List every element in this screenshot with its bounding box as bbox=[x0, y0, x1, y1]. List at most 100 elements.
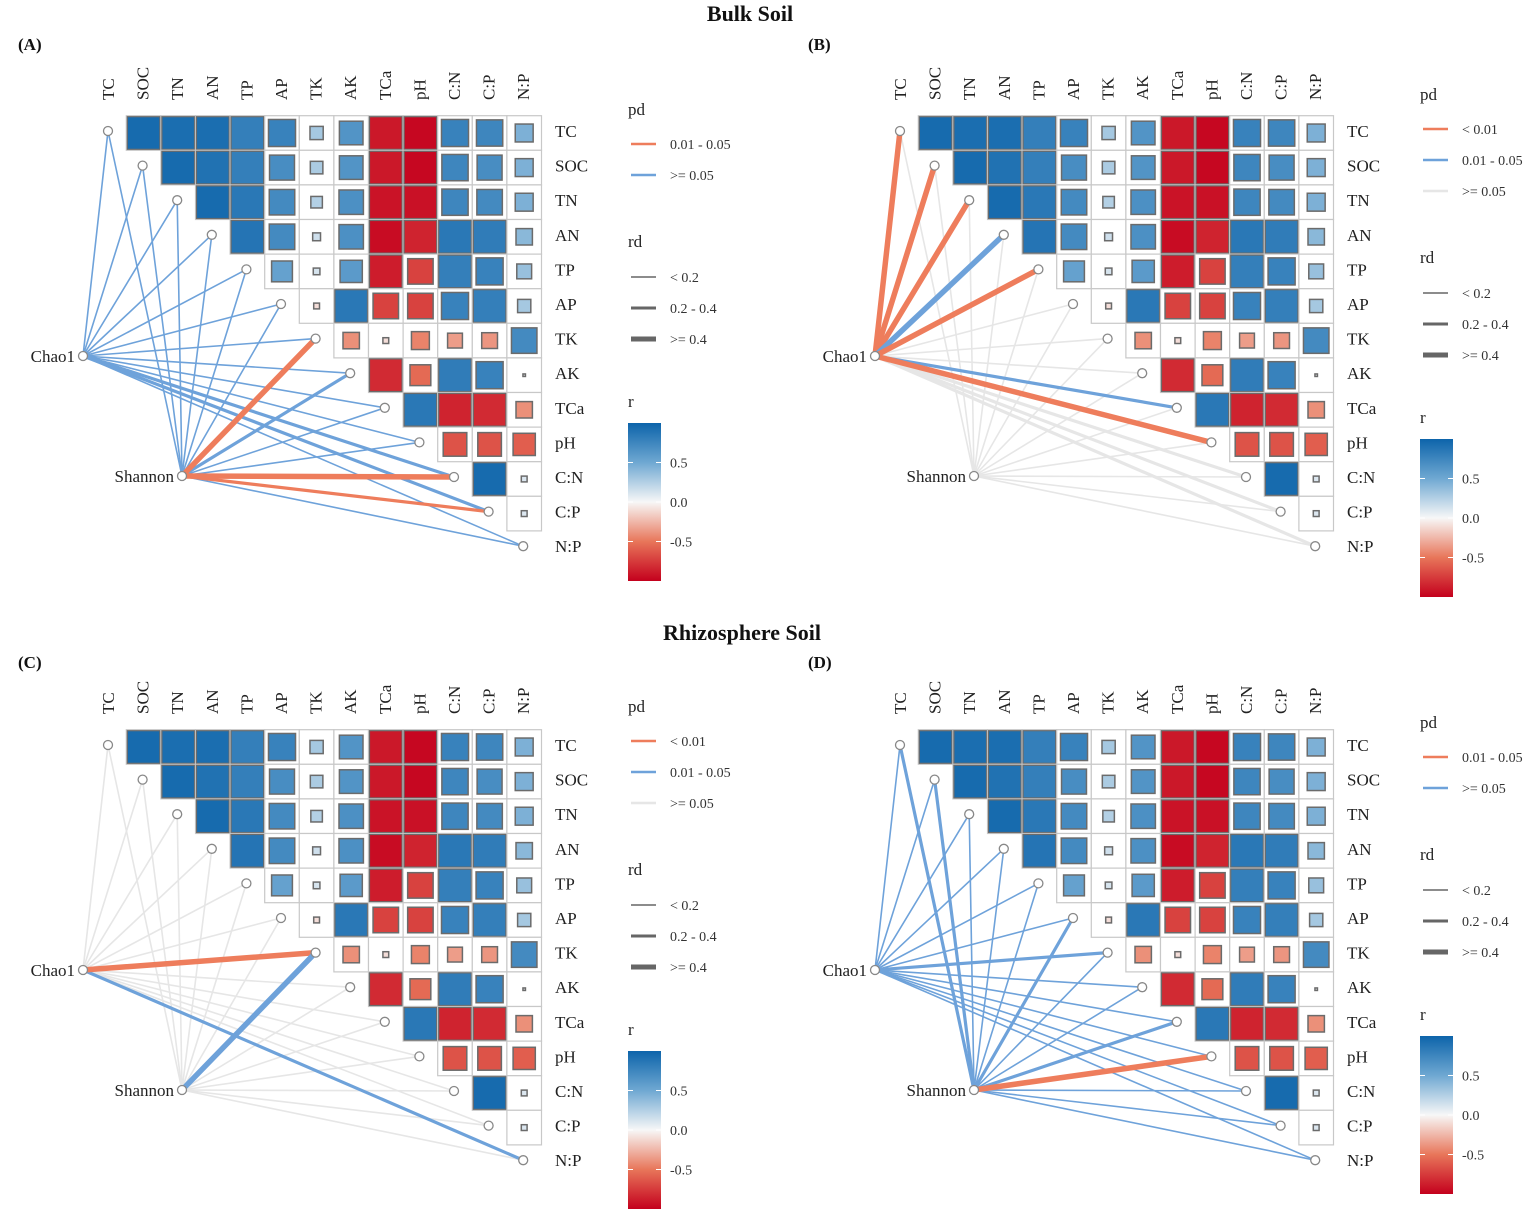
cell-ap-ak bbox=[334, 289, 369, 323]
heatmap bbox=[917, 729, 1335, 1146]
variable-node bbox=[998, 843, 1009, 854]
row-label: TP bbox=[1347, 874, 1367, 893]
row-label: N:P bbox=[1347, 537, 1373, 556]
cell-an-tca bbox=[1160, 833, 1195, 868]
cell-tc-np bbox=[514, 737, 534, 757]
cell-soc-ak bbox=[338, 769, 364, 795]
link-shannon-ph bbox=[973, 441, 1213, 477]
cell-cp-np bbox=[520, 509, 528, 518]
row-label: pH bbox=[1347, 1047, 1368, 1066]
node-label-shannon: Shannon bbox=[907, 1081, 967, 1100]
cell-tk-cp bbox=[1272, 945, 1291, 964]
cell-cn-np bbox=[1312, 475, 1320, 483]
panel-0: (A) TC TC SOC SOC TN TN AN AN TP TP AP AP TK TK AK AK TCa… bbox=[18, 35, 731, 581]
legend: pd 0.01 - 0.05 >= 0.05 rd < 0.2 0.2 - 0.4 >= 0… bbox=[628, 100, 731, 581]
cell-tc-ap bbox=[267, 732, 297, 762]
cell-ak-np bbox=[522, 987, 527, 992]
column-label: N:P bbox=[1306, 74, 1325, 100]
cell-an-cn bbox=[1230, 833, 1264, 868]
cell-soc-tp bbox=[230, 764, 265, 799]
pd-legend-item: >= 0.05 bbox=[670, 169, 714, 184]
cell-tc-ap bbox=[1059, 118, 1089, 148]
variable-node bbox=[518, 541, 529, 552]
cell-soc-cn bbox=[1233, 153, 1261, 182]
variable-node bbox=[1206, 1051, 1217, 1062]
cell-tc-tca bbox=[1160, 116, 1195, 150]
cell-ap-ph bbox=[406, 906, 434, 934]
cell-tk-tca bbox=[382, 336, 390, 345]
cell-tp-tca bbox=[1160, 868, 1195, 903]
column-label: TCa bbox=[376, 70, 395, 100]
column-label: AN bbox=[995, 689, 1014, 714]
column-label: AN bbox=[995, 75, 1014, 100]
cell-tc-ph bbox=[1195, 116, 1230, 150]
r-legend-title: r bbox=[628, 392, 634, 411]
column-label: TCa bbox=[1168, 70, 1187, 100]
link-chao1-soc bbox=[82, 778, 144, 971]
link-shannon-tca bbox=[181, 406, 386, 477]
cell-an-tp bbox=[230, 833, 265, 868]
cell-an-ak bbox=[1130, 837, 1157, 864]
cell-soc-ph bbox=[1195, 764, 1230, 799]
cell-ap-cn bbox=[440, 905, 470, 935]
variable-node bbox=[241, 878, 252, 889]
rd-legend-item: >= 0.4 bbox=[670, 961, 707, 976]
pd-legend-item: >= 0.05 bbox=[670, 797, 714, 812]
cell-soc-an bbox=[195, 150, 230, 185]
cell-soc-tp bbox=[1022, 764, 1057, 799]
cell-tk-cn bbox=[1238, 332, 1256, 349]
cell-tn-ph bbox=[1195, 185, 1230, 220]
variable-node bbox=[1275, 506, 1286, 517]
link-shannon-soc bbox=[141, 778, 183, 1091]
link-shannon-an bbox=[181, 847, 213, 1091]
column-label: C:P bbox=[1272, 688, 1291, 714]
cell-ph-cn bbox=[1234, 431, 1260, 457]
cell-ap-cp bbox=[472, 289, 507, 323]
cell-soc-tca bbox=[368, 764, 403, 799]
row-label: AP bbox=[555, 295, 577, 314]
r-tick-label: 0.5 bbox=[1462, 1070, 1480, 1085]
pd-legend-item: 0.01 - 0.05 bbox=[670, 138, 731, 153]
cell-tn-np bbox=[1306, 806, 1326, 826]
cell-tc-soc bbox=[918, 116, 953, 150]
mantel-links bbox=[80, 744, 525, 1162]
cell-soc-ph bbox=[1195, 150, 1230, 185]
variable-node bbox=[1137, 982, 1148, 993]
column-label: N:P bbox=[514, 74, 533, 100]
cell-tc-ph bbox=[403, 730, 438, 764]
cell-tn-np bbox=[514, 806, 534, 826]
link-shannon-tk bbox=[973, 951, 1109, 1091]
cell-tca-np bbox=[515, 1014, 534, 1033]
cell-tn-tk bbox=[310, 809, 324, 823]
cell-ak-cp bbox=[1267, 360, 1296, 390]
cell-soc-tn bbox=[953, 764, 988, 799]
cell-ap-ph bbox=[1198, 906, 1226, 934]
column-label: TP bbox=[237, 80, 256, 100]
variable-node bbox=[275, 298, 287, 310]
cell-soc-ak bbox=[338, 155, 364, 181]
cell-tk-ph bbox=[410, 330, 431, 351]
cell-soc-np bbox=[514, 157, 534, 178]
cell-tk-ak bbox=[342, 945, 361, 964]
rd-legend-item: < 0.2 bbox=[1462, 287, 1491, 302]
variable-node bbox=[929, 160, 940, 171]
cell-tk-ak bbox=[342, 331, 361, 350]
cell-ap-tca bbox=[1164, 292, 1192, 320]
row-label: TK bbox=[1347, 330, 1370, 349]
link-shannon-cp bbox=[181, 1089, 490, 1127]
cell-ap-tca bbox=[1164, 906, 1192, 934]
link-chao1-cn bbox=[873, 354, 1248, 479]
cell-tc-tn bbox=[953, 116, 988, 150]
link-shannon-np bbox=[973, 475, 1316, 548]
cell-tk-np bbox=[510, 941, 538, 969]
row-label: AK bbox=[555, 364, 580, 383]
cell-tc-tp bbox=[1022, 730, 1057, 764]
row-label: AK bbox=[1347, 364, 1372, 383]
cell-tp-np bbox=[1308, 263, 1325, 280]
cell-tn-tp bbox=[230, 799, 265, 834]
cell-cn-np bbox=[1312, 1089, 1320, 1097]
cell-soc-tn bbox=[161, 150, 196, 185]
row-label: TC bbox=[555, 736, 577, 755]
heatmap bbox=[125, 115, 543, 532]
